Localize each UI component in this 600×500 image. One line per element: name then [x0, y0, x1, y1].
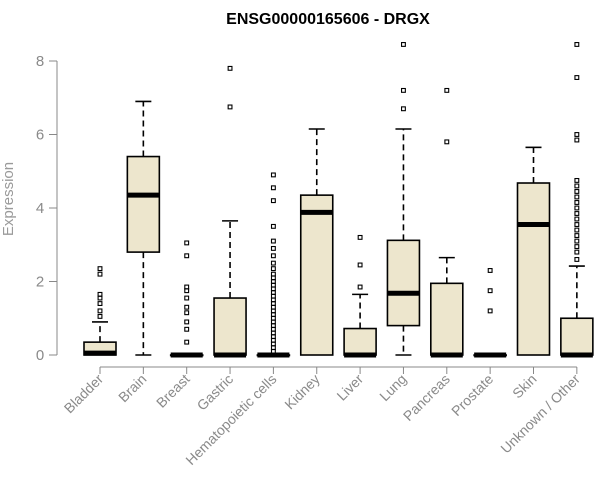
outlier-point	[97, 291, 103, 297]
outlier-point	[487, 308, 493, 314]
box-iqr	[299, 194, 334, 356]
outlier-point	[574, 132, 580, 137]
outlier-point	[270, 223, 276, 229]
outlier-point	[184, 295, 190, 301]
outlier-point	[184, 339, 190, 345]
outlier-point	[97, 266, 103, 272]
outlier-point	[574, 177, 580, 183]
y-tick-label: 0	[36, 347, 44, 364]
outlier-point	[184, 253, 190, 259]
outlier-point	[270, 260, 276, 266]
box-brain	[126, 100, 161, 356]
outlier-point	[357, 284, 363, 290]
outlier-point	[184, 240, 190, 246]
x-tick-label: Gastric	[194, 371, 237, 414]
box-iqr	[126, 155, 161, 253]
outlier-point	[97, 313, 103, 319]
outlier-point	[97, 308, 103, 314]
outlier-point	[270, 185, 276, 191]
outlier-point	[574, 205, 580, 211]
outlier-point	[487, 268, 493, 273]
box-iqr	[429, 282, 464, 356]
x-tick-label: Brain	[115, 371, 149, 405]
outlier-point	[574, 137, 580, 143]
outlier-point	[227, 65, 233, 71]
x-tick-label: Prostate	[448, 371, 496, 419]
outlier-point	[574, 238, 580, 244]
outlier-point	[184, 284, 190, 290]
outlier-point	[574, 233, 580, 239]
x-tick-label: Skin	[509, 371, 540, 402]
x-tick-label: Lung	[376, 371, 409, 404]
outlier-point	[357, 262, 363, 268]
box-prostate	[473, 268, 507, 358]
outlier-point	[400, 106, 406, 112]
box-iqr	[213, 297, 247, 356]
box-liver	[343, 234, 377, 358]
outlier-point	[444, 139, 450, 145]
box-iqr	[386, 239, 421, 327]
outlier-point	[574, 227, 580, 233]
outlier-point	[574, 183, 580, 189]
outlier-point	[574, 194, 580, 200]
box-bladder	[83, 266, 117, 356]
outlier-point	[574, 216, 580, 222]
outlier-point	[97, 271, 103, 277]
outlier-point	[574, 42, 580, 47]
box-breast	[169, 240, 204, 358]
outlier-point	[270, 172, 276, 178]
outlier-point	[574, 222, 580, 227]
y-tick-label: 4	[36, 200, 44, 217]
box-unknown-other	[560, 42, 594, 358]
box-iqr	[516, 182, 551, 356]
box-hematopoietic-cells	[256, 172, 291, 358]
outlier-point	[574, 75, 580, 80]
outlier-point	[270, 238, 276, 244]
x-tick-label: Unknown / Other	[497, 371, 583, 457]
outlier-point	[487, 288, 493, 294]
box-kidney	[299, 128, 334, 356]
y-axis: 0 2 4 6 8	[36, 53, 58, 364]
y-tick-label: 2	[36, 274, 44, 291]
x-tick-label: Pancreas	[400, 371, 453, 424]
outlier-point	[574, 249, 580, 255]
box-skin	[516, 146, 551, 356]
outlier-point	[270, 245, 276, 251]
outlier-point	[574, 200, 580, 205]
outlier-point	[97, 301, 103, 306]
outlier-point	[227, 104, 233, 110]
x-tick-label: Kidney	[281, 371, 323, 413]
outlier-point	[184, 304, 190, 310]
box-group	[83, 42, 594, 358]
x-tick-label: Liver	[333, 371, 366, 404]
y-tick-label: 6	[36, 127, 44, 144]
outlier-point	[574, 256, 580, 262]
y-tick-label: 8	[36, 53, 44, 70]
outlier-point	[444, 87, 450, 93]
box-lung	[386, 42, 421, 356]
outlier-point	[184, 326, 190, 332]
box-iqr	[560, 317, 594, 356]
x-tick-label: Breast	[153, 371, 193, 411]
box-pancreas	[429, 87, 464, 358]
outlier-point	[400, 87, 406, 93]
outlier-point	[574, 211, 580, 216]
box-gastric	[213, 65, 247, 358]
x-tick-label: Bladder	[61, 371, 107, 417]
outlier-point	[357, 234, 363, 240]
outlier-point	[270, 271, 276, 277]
outlier-point	[270, 266, 276, 272]
outlier-point	[574, 244, 580, 250]
chart-title: ENSG00000165606 - DRGX	[226, 11, 430, 28]
outlier-point	[400, 42, 406, 47]
box-iqr	[343, 327, 377, 356]
outlier-point	[184, 319, 190, 325]
y-axis-label: Expression	[0, 162, 17, 236]
outlier-point	[270, 198, 276, 204]
outlier-point	[574, 189, 580, 194]
outlier-point	[270, 253, 276, 259]
outlier-point	[184, 310, 190, 316]
